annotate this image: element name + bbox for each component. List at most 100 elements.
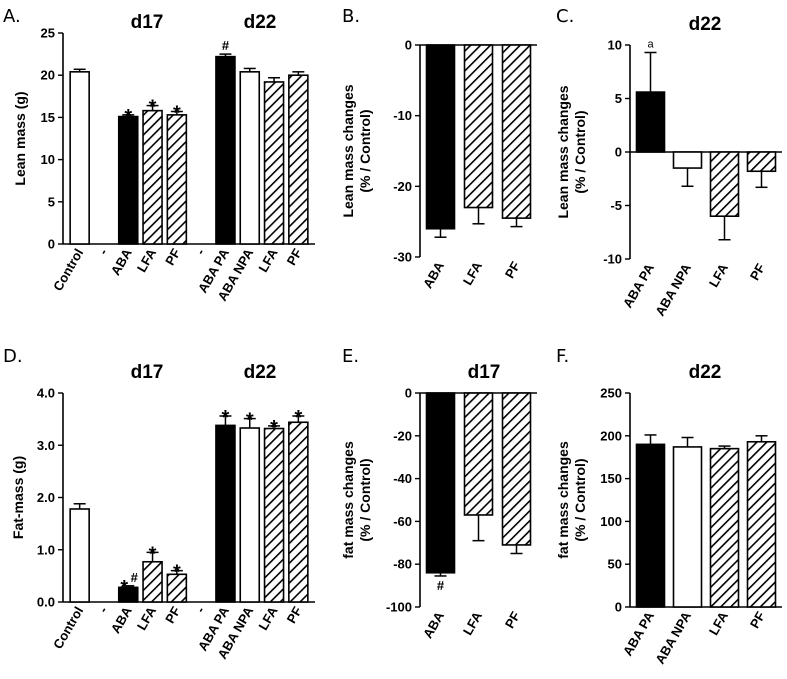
panel-title: d17 [131, 12, 164, 33]
panel-title: d17 [468, 362, 501, 383]
y-tick-label: 5 [615, 91, 622, 106]
bar [425, 392, 456, 574]
significance-star: * [222, 407, 230, 429]
y-tick-label: 0 [615, 145, 622, 160]
category-label-text: LFA [255, 245, 281, 274]
y-axis-label: Lean mass changes (% / Control) [555, 85, 588, 218]
category-label: PF [162, 246, 183, 268]
category-label-text: PF [502, 259, 523, 281]
category-label-text: - [95, 604, 110, 615]
y-tick-label: -20 [393, 428, 412, 443]
category-label: PF [502, 609, 523, 631]
bar [69, 508, 90, 603]
significance-star: * [124, 106, 132, 128]
significance-hash: # [437, 578, 445, 593]
y-tick-label: -100 [386, 600, 412, 615]
category-label: LFA [706, 608, 732, 637]
y-tick-label: 20 [41, 68, 55, 83]
bar [166, 114, 188, 245]
significance-star: * [294, 407, 302, 429]
category-label-text: PF [162, 604, 183, 626]
y-axis-label: fat mass changes (% / Control) [340, 441, 373, 559]
y-axis-label-line: fat mass changes [555, 441, 571, 559]
significance-star: * [120, 577, 128, 599]
y-axis-label: Lean mass (g) [12, 91, 28, 185]
category-label: Control [50, 604, 86, 652]
y-axis-label-line: Lean mass (g) [12, 91, 28, 185]
y-tick-label: -30 [393, 250, 412, 265]
y-tick-label: 4.0 [37, 386, 55, 401]
y-tick-label: 150 [600, 471, 622, 486]
category-label-text: ABA [420, 608, 447, 640]
y-tick-label: 15 [41, 110, 55, 125]
panel-letter: D. [3, 346, 23, 367]
bar [635, 443, 666, 608]
y-tick-label: 50 [608, 557, 622, 572]
category-label-text: PF [162, 246, 183, 268]
bar [746, 440, 777, 608]
category-label-text: PF [747, 609, 768, 631]
bar [239, 71, 261, 245]
category-label: ABA PA [620, 608, 657, 658]
significance-star: * [173, 562, 181, 584]
y-axis-label-line: Lean mass changes [340, 84, 356, 217]
category-label-text: PF [284, 604, 305, 626]
panel-b: B. 0 -10 -20 -30 Lean mass changes (% / Contro… [340, 6, 537, 291]
y-axis-label: Fat-mass (g) [10, 456, 26, 539]
bar [117, 115, 139, 245]
bar [288, 421, 309, 603]
category-label-text: ABA PA [620, 608, 657, 658]
y-axis-label-line: Lean mass changes [555, 85, 571, 218]
panel-f: F. d22 0 50 100 150 200 250 fat mass changes (% /… [555, 346, 782, 667]
bar [239, 427, 261, 603]
bar [425, 44, 456, 230]
significance-star: * [149, 543, 157, 565]
y-tick-label: 3.0 [37, 438, 55, 453]
category-label: LFA [134, 603, 160, 632]
category-label-text: LFA [255, 603, 281, 632]
category-label: PF [747, 261, 768, 283]
y-axis-label-line: fat mass changes [340, 441, 356, 559]
category-label: LFA [255, 603, 281, 632]
category-label-text: Control [50, 604, 86, 652]
bar [501, 392, 532, 546]
category-label: PF [284, 246, 305, 268]
category-label-text: PF [502, 609, 523, 631]
category-label: ABA [420, 258, 447, 290]
category-label-text: - [193, 246, 208, 257]
bar [709, 151, 740, 217]
y-tick-label: -60 [393, 514, 412, 529]
bar [463, 392, 494, 516]
y-tick-label: -40 [393, 471, 412, 486]
category-label: - [193, 604, 208, 615]
bar [142, 560, 163, 603]
category-label-text: LFA [134, 603, 160, 632]
y-tick-label: 0 [405, 38, 412, 53]
y-tick-label: -5 [610, 198, 622, 213]
bar [672, 446, 703, 608]
y-tick-label: 10 [41, 152, 55, 167]
category-label: PF [747, 609, 768, 631]
panel-letter: A. [3, 6, 21, 27]
significance-star: * [173, 102, 181, 124]
category-label: PF [284, 604, 305, 626]
y-tick-label: -20 [393, 179, 412, 194]
panel-d: D. d17 d22 0.0 1.0 2.0 3.0 4.0 Fat-mass (g) Contr… [3, 346, 315, 662]
y-tick-label: -10 [393, 108, 412, 123]
category-label-text: ABA NPA [652, 608, 694, 666]
category-label: Control [50, 246, 86, 294]
bar [746, 151, 777, 173]
y-tick-label: 200 [600, 428, 622, 443]
y-tick-label: 0 [405, 386, 412, 401]
category-label-text: ABA [108, 603, 135, 635]
category-label-text: ABA [108, 245, 135, 277]
category-label-text: LFA [134, 245, 160, 274]
y-axis-label-line: Fat-mass (g) [10, 456, 26, 539]
category-label: ABA [108, 603, 135, 635]
category-label-text: Control [50, 246, 86, 294]
category-label-text: - [193, 604, 208, 615]
y-axis-label: Lean mass changes (% / Control) [340, 84, 373, 217]
significance-hash: # [131, 570, 139, 585]
panel-title: d17 [131, 362, 164, 383]
bar [215, 55, 236, 245]
